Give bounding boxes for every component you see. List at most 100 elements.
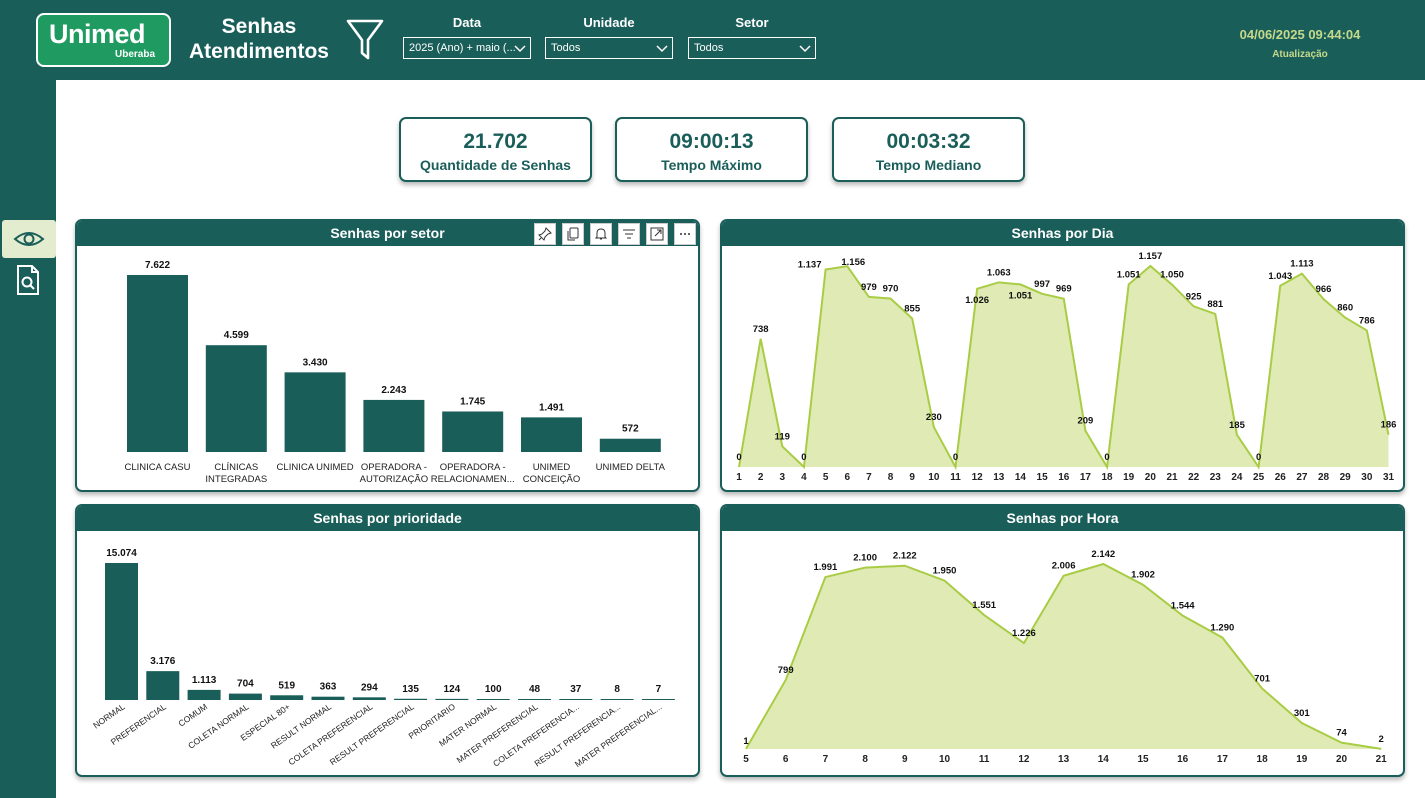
data-label: 881: [1207, 299, 1224, 310]
x-tick-label: 12: [972, 472, 984, 483]
x-tick-label: 13: [993, 472, 1005, 483]
kpi-card-tempo-mediano: 00:03:32 Tempo Mediano: [832, 117, 1025, 182]
data-label: 1.902: [1131, 570, 1155, 581]
focus-mode-button[interactable]: [646, 223, 668, 245]
pin-button[interactable]: [534, 223, 556, 245]
data-label: 1.026: [965, 295, 989, 306]
x-tick-label: 16: [1177, 754, 1189, 765]
bar: [599, 438, 661, 452]
panel-senhas-por-dia[interactable]: Senhas por Dia 0 1 738 2 119 3 0 4 1.137 5 1.156 6 9…: [720, 219, 1405, 492]
page-title: Senhas Atendimentos: [184, 14, 334, 64]
category-label: COMUM: [176, 701, 209, 728]
x-tick-label: 15: [1137, 754, 1149, 765]
slicer-unidade-dropdown[interactable]: Todos: [545, 37, 673, 59]
pin-icon: [538, 227, 552, 241]
logo-name: Unimed: [49, 19, 146, 49]
bar: [284, 372, 346, 452]
slicer-unidade-value: Todos: [551, 42, 581, 54]
data-label: 970: [883, 283, 899, 294]
data-label: 15.074: [106, 548, 137, 559]
x-tick-label: 12: [1018, 754, 1030, 765]
bell-icon: [594, 228, 608, 240]
x-tick-label: 8: [888, 472, 894, 483]
x-tick-label: 2: [758, 472, 764, 483]
x-tick-label: 21: [1376, 754, 1388, 765]
data-label: 1.950: [933, 566, 957, 577]
x-tick-label: 1: [736, 472, 742, 483]
bar: [146, 671, 180, 700]
data-label: 2.006: [1052, 561, 1076, 572]
x-tick-label: 23: [1210, 472, 1222, 483]
copy-button[interactable]: [562, 223, 584, 245]
sidebar-item-view[interactable]: [2, 220, 56, 258]
x-tick-label: 13: [1058, 754, 1070, 765]
kpi-label: Tempo Mediano: [875, 157, 982, 173]
data-label: 969: [1056, 284, 1072, 295]
x-tick-label: 21: [1166, 472, 1178, 483]
bar: [352, 697, 386, 700]
data-label: 572: [622, 424, 639, 435]
update-timestamp: 04/06/2025 09:44:04: [1239, 27, 1361, 42]
data-label: 979: [861, 282, 877, 293]
chevron-down-icon: [514, 45, 526, 53]
x-tick-label: 19: [1296, 754, 1308, 765]
more-options-button[interactable]: [674, 223, 696, 245]
data-label: 0: [1256, 452, 1261, 463]
x-tick-label: 28: [1318, 472, 1330, 483]
x-tick-label: 5: [743, 754, 749, 765]
kpi-value: 21.702: [463, 130, 528, 153]
data-label: 124: [444, 684, 461, 695]
data-label: 799: [778, 665, 794, 676]
data-label: 0: [801, 452, 806, 463]
data-label: 786: [1359, 315, 1375, 326]
x-tick-label: 11: [979, 754, 990, 765]
data-label: 966: [1316, 284, 1332, 295]
x-tick-label: 17: [1217, 754, 1229, 765]
x-tick-label: 3: [780, 472, 786, 483]
focus-mode-icon: [650, 227, 664, 241]
x-tick-label: 24: [1231, 472, 1243, 483]
x-tick-label: 31: [1383, 472, 1395, 483]
slicer-setor-value: Todos: [694, 42, 724, 54]
x-tick-label: 30: [1361, 472, 1373, 483]
data-label: 74: [1336, 728, 1347, 739]
page-title-line1: Senhas: [221, 15, 297, 38]
data-label: 2.142: [1091, 549, 1115, 560]
panel-senhas-por-setor[interactable]: Senhas por setor 7.622 CLINICA CASU 4.599 C…: [75, 219, 700, 492]
kpi-card-quantidade: 21.702 Quantidade de Senhas: [399, 117, 592, 182]
area-line: [745, 562, 1382, 750]
kpi-label: Quantidade de Senhas: [420, 157, 571, 173]
bar: [363, 399, 425, 452]
x-tick-label: 9: [902, 754, 908, 765]
x-tick-label: 11: [950, 472, 961, 483]
chart-senhas-por-hora: 1579961.99172.10082.12291.950101.551111.…: [743, 549, 1388, 765]
chart-senhas-por-dia: 0173821193041.13751.15669797970885592301…: [736, 251, 1396, 483]
alert-button[interactable]: [590, 223, 612, 245]
bar: [518, 699, 551, 700]
slicer-data-dropdown[interactable]: 2025 (Ano) + maio (...: [403, 37, 531, 59]
data-label: 0: [953, 452, 958, 463]
panel-senhas-por-hora[interactable]: Senhas por Hora 1 5 799 6 1.991 7 2.100 8 2.122 9…: [720, 504, 1405, 777]
slicer-setor-label: Setor: [735, 15, 769, 30]
x-tick-label: 14: [1098, 754, 1110, 765]
filter-button[interactable]: [618, 223, 640, 245]
data-label: 1.551: [972, 600, 996, 611]
x-tick-label: 16: [1058, 472, 1070, 483]
page-title-line2: Atendimentos: [188, 40, 329, 63]
data-label: 4.599: [224, 330, 249, 341]
data-label: 704: [237, 679, 254, 690]
header-bar: Unimed Uberaba Senhas Atendimentos Data …: [0, 0, 1425, 80]
more-options-icon: [680, 233, 690, 235]
area-line: [738, 264, 1390, 471]
bar: [442, 411, 504, 452]
data-label: 1.991: [814, 562, 838, 573]
data-label: 3.176: [150, 656, 175, 667]
category-label: RELACIONAMEN...: [431, 474, 515, 485]
panel-senhas-por-prioridade[interactable]: Senhas por prioridade 15.074 NORMAL 3.176 P…: [75, 504, 700, 777]
document-search-icon[interactable]: [14, 264, 42, 296]
bar: [600, 699, 634, 700]
data-label: 1: [743, 736, 749, 747]
filter-icon[interactable]: [346, 18, 384, 62]
slicer-setor-dropdown[interactable]: Todos: [688, 37, 816, 59]
